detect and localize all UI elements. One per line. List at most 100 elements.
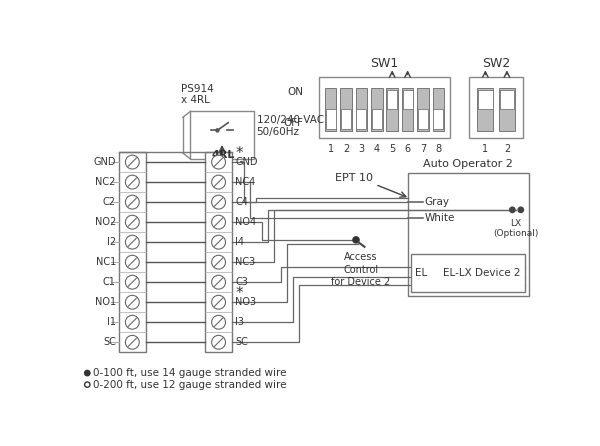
Text: C4: C4 — [235, 197, 248, 207]
Text: I2: I2 — [107, 237, 116, 247]
Text: 7: 7 — [420, 145, 426, 154]
Bar — [417, 88, 429, 131]
Text: SC: SC — [103, 337, 116, 347]
Text: NO1: NO1 — [95, 297, 116, 307]
Text: 2: 2 — [343, 145, 349, 154]
Circle shape — [212, 215, 226, 229]
Text: NO3: NO3 — [235, 297, 256, 307]
Bar — [190, 111, 254, 159]
Text: SW1: SW1 — [370, 58, 398, 70]
Text: 1: 1 — [482, 145, 488, 154]
Text: PS914
x 4RL: PS914 x 4RL — [181, 83, 214, 105]
Text: NC4: NC4 — [235, 177, 256, 187]
Circle shape — [125, 235, 139, 249]
Text: ON: ON — [287, 87, 304, 97]
Text: *: * — [235, 145, 243, 161]
Circle shape — [212, 255, 226, 269]
Text: NO2: NO2 — [95, 217, 116, 227]
Text: 4: 4 — [374, 145, 380, 154]
Bar — [403, 90, 413, 109]
Text: I4: I4 — [235, 237, 244, 247]
Text: Gray: Gray — [425, 197, 449, 207]
Bar — [386, 88, 398, 131]
Bar — [412, 254, 526, 292]
Bar — [341, 109, 351, 129]
Circle shape — [125, 215, 139, 229]
Text: C2: C2 — [103, 197, 116, 207]
Text: SC: SC — [235, 337, 248, 347]
Bar — [477, 88, 493, 131]
Circle shape — [212, 315, 226, 329]
Text: 0-200 ft, use 12 gauge stranded wire: 0-200 ft, use 12 gauge stranded wire — [92, 380, 286, 390]
Text: 6: 6 — [404, 145, 410, 154]
Circle shape — [125, 295, 139, 309]
Circle shape — [212, 235, 226, 249]
Text: 4RL: 4RL — [212, 150, 235, 160]
Circle shape — [212, 295, 226, 309]
Bar — [205, 152, 232, 352]
Text: NO4: NO4 — [235, 217, 256, 227]
Text: Access
Control
for Device 2: Access Control for Device 2 — [331, 252, 390, 287]
Bar — [407, 173, 529, 296]
Text: 8: 8 — [436, 145, 442, 154]
Circle shape — [212, 155, 226, 169]
Circle shape — [212, 195, 226, 209]
Text: 0-100 ft, use 14 gauge stranded wire: 0-100 ft, use 14 gauge stranded wire — [92, 368, 286, 378]
Text: C1: C1 — [103, 277, 116, 287]
Bar — [356, 88, 367, 131]
Bar — [418, 109, 428, 129]
Circle shape — [125, 315, 139, 329]
Text: OFF: OFF — [284, 118, 304, 128]
Bar — [371, 88, 383, 131]
Circle shape — [125, 175, 139, 189]
Bar — [500, 90, 514, 109]
Circle shape — [212, 275, 226, 289]
Text: EPT 10: EPT 10 — [335, 173, 373, 183]
Circle shape — [216, 129, 219, 132]
Circle shape — [518, 207, 523, 213]
Text: *: * — [235, 286, 243, 301]
Circle shape — [85, 382, 90, 387]
Text: White: White — [425, 213, 455, 223]
Bar — [478, 90, 493, 109]
Text: SW2: SW2 — [482, 58, 510, 70]
Text: C3: C3 — [235, 277, 248, 287]
Bar — [433, 88, 444, 131]
Text: GND: GND — [235, 157, 257, 167]
Circle shape — [125, 335, 139, 349]
Text: 1: 1 — [328, 145, 334, 154]
Circle shape — [125, 155, 139, 169]
Text: EL-LX Device 2: EL-LX Device 2 — [443, 268, 521, 278]
Text: 3: 3 — [358, 145, 364, 154]
Text: NC3: NC3 — [235, 257, 256, 267]
Text: Auto Operator 2: Auto Operator 2 — [424, 159, 514, 169]
Text: I3: I3 — [235, 317, 244, 327]
Bar — [499, 88, 515, 131]
Bar — [319, 77, 450, 138]
Text: 2: 2 — [504, 145, 510, 154]
Text: NC1: NC1 — [95, 257, 116, 267]
Bar — [402, 88, 413, 131]
Bar — [433, 109, 443, 129]
Bar — [326, 109, 335, 129]
Text: LX
(Optional): LX (Optional) — [493, 219, 539, 239]
Circle shape — [125, 255, 139, 269]
Bar — [325, 88, 337, 131]
Text: GND: GND — [93, 157, 116, 167]
Circle shape — [125, 195, 139, 209]
Bar — [356, 109, 367, 129]
Bar — [387, 90, 397, 109]
Text: NC2: NC2 — [95, 177, 116, 187]
Circle shape — [212, 175, 226, 189]
Bar — [469, 77, 523, 138]
Text: EL: EL — [415, 268, 428, 278]
Text: I1: I1 — [107, 317, 116, 327]
Text: 5: 5 — [389, 145, 395, 154]
Circle shape — [212, 335, 226, 349]
Bar — [372, 109, 382, 129]
Bar — [119, 152, 146, 352]
Bar — [340, 88, 352, 131]
Circle shape — [509, 207, 515, 213]
Circle shape — [125, 275, 139, 289]
Circle shape — [353, 237, 359, 243]
